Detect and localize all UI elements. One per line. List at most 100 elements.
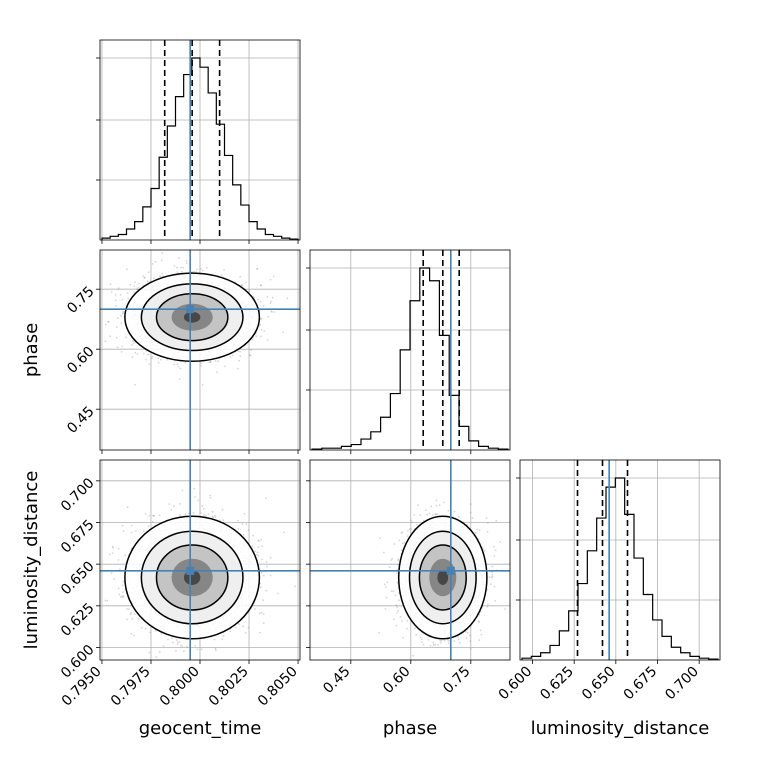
y-tick-label: 0.60 (64, 344, 97, 377)
scatter-point (199, 512, 202, 514)
scatter-point (104, 599, 107, 602)
scatter-point (170, 509, 173, 512)
scatter-point (185, 260, 188, 262)
scatter-point (109, 335, 111, 338)
scatter-point (199, 268, 202, 270)
scatter-point (176, 271, 179, 274)
scatter-point (178, 513, 181, 516)
scatter-point (240, 284, 243, 287)
scatter-point (193, 487, 196, 490)
scatter-point (215, 649, 217, 652)
x-tick-label: 0.8000 (157, 664, 203, 710)
scatter-point (133, 634, 136, 637)
scatter-point (126, 608, 128, 610)
scatter-point (121, 524, 124, 527)
scatter-point (111, 545, 114, 548)
scatter-point (259, 631, 261, 634)
scatter-point (151, 355, 154, 358)
scatter-point (260, 284, 262, 287)
scatter-point (250, 349, 252, 351)
scatter-point (157, 361, 160, 364)
scatter-point (260, 328, 263, 331)
scatter-point (176, 643, 179, 646)
scatter-point (229, 630, 232, 632)
scatter-point (197, 499, 199, 502)
scatter-point (172, 641, 175, 644)
contour-2 (155, 293, 229, 342)
x-tick-label: 0.8050 (255, 664, 301, 710)
contour-1 (140, 283, 244, 352)
scatter-point (260, 571, 263, 574)
scatter-point (115, 304, 117, 307)
scatter-point (277, 592, 279, 595)
scatter-point (110, 572, 113, 574)
scatter-point (254, 550, 256, 553)
scatter-point (175, 240, 177, 242)
scatter-point (115, 326, 118, 328)
scatter-point (126, 292, 129, 294)
scatter-point (143, 530, 145, 532)
scatter-point (260, 538, 262, 541)
scatter-point (252, 534, 254, 537)
scatter-point (241, 284, 244, 286)
scatter-point (272, 275, 275, 278)
scatter-point (134, 281, 136, 284)
scatter-point (133, 613, 136, 615)
scatter-point (194, 645, 197, 647)
scatter-point (267, 315, 269, 318)
scatter-point (229, 356, 232, 358)
scatter-point (118, 568, 121, 571)
scatter-point (283, 531, 285, 534)
scatter-point (114, 299, 117, 302)
histogram-phase (311, 267, 509, 450)
scatter-point (147, 525, 150, 528)
scatter-point (104, 340, 107, 343)
hist-panel-geocent_time (96, 39, 301, 244)
scatter-point (117, 548, 120, 550)
scatter-point (239, 275, 242, 278)
scatter-point (83, 319, 85, 321)
scatter-point (161, 272, 164, 275)
scatter-point (135, 530, 137, 532)
scatter-point (211, 510, 214, 513)
scatter-point (117, 287, 120, 290)
scatter-point (209, 494, 211, 497)
scatter-point (256, 553, 258, 556)
scatter-point (154, 629, 157, 632)
scatter-point (148, 363, 151, 366)
scatter-point (271, 296, 274, 299)
scatter-point (447, 642, 450, 644)
scatter-point (286, 297, 289, 300)
scatter-point (192, 512, 195, 514)
scatter-point (152, 515, 155, 517)
scatter-point (242, 533, 245, 536)
scatter-point (114, 294, 117, 296)
scatter-point (258, 540, 260, 543)
y-tick-label: 0.75 (64, 284, 97, 317)
scatter-point (152, 277, 155, 280)
scatter-point (266, 565, 268, 568)
scatter-point (258, 612, 261, 615)
scatter-point (211, 515, 214, 518)
scatter-point (159, 358, 162, 361)
scatter-point (257, 546, 260, 548)
scatter-point (252, 338, 254, 341)
scatter-point (187, 512, 190, 515)
scatter-point (220, 274, 223, 277)
scatter-point (269, 574, 272, 577)
scatter-point (237, 367, 239, 370)
scatter-point (205, 514, 208, 517)
scatter-point (120, 322, 123, 325)
scatter-point (260, 586, 262, 589)
scatter-point (147, 353, 150, 356)
scatter-point (201, 505, 204, 508)
x-tick-label: 0.8025 (206, 664, 252, 710)
scatter-point (175, 649, 177, 652)
scatter-point (239, 355, 242, 357)
scatter-point (193, 496, 196, 498)
scatter-point (176, 266, 178, 269)
scatter-point (131, 617, 134, 620)
scatter-point (207, 513, 210, 515)
scatter-point (122, 310, 125, 313)
scatter-point (217, 360, 219, 363)
